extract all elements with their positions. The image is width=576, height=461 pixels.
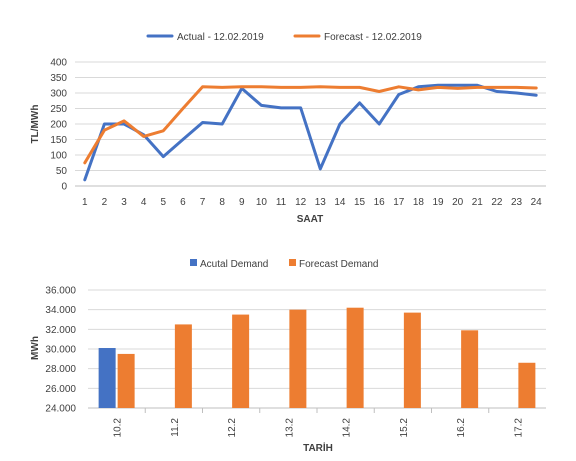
line-chart-x-tick-label: 23 <box>511 197 523 208</box>
line-chart-x-tick-label: 22 <box>491 197 503 208</box>
bar-chart-y-tick-label: 30.000 <box>45 345 76 356</box>
line-chart-x-tick-label: 7 <box>200 197 206 208</box>
line-chart-x-tick-label: 6 <box>180 197 186 208</box>
line-chart-x-tick-label: 2 <box>102 197 108 208</box>
bar-chart-x-tick-label: 13.2 <box>284 418 295 438</box>
forecast-demand-bar <box>518 362 536 408</box>
bar-chart-x-tick-label: 15.2 <box>399 418 410 438</box>
line-chart-x-tick-label: 13 <box>315 197 327 208</box>
forecast-demand-bar <box>403 312 421 408</box>
line-chart-gridlines <box>75 61 546 187</box>
line-chart-y-tick-label: 200 <box>50 120 67 131</box>
bar-chart-x-tick-label: 14.2 <box>342 418 353 438</box>
bar-chart-y-tick-label: 28.000 <box>45 364 76 375</box>
line-chart-x-tick-label: 3 <box>121 197 127 208</box>
bar-chart-x-tick-label: 11.2 <box>170 418 181 437</box>
bar-chart-legend: Acutal Demand Forecast Demand <box>190 259 378 270</box>
line-chart-x-tick-label: 20 <box>452 197 464 208</box>
line-chart-x-tick-label: 5 <box>161 197 167 208</box>
line-chart-x-tick-label: 19 <box>433 197 445 208</box>
actual-series-line <box>83 83 538 182</box>
line-chart-x-tick-label: 18 <box>413 197 425 208</box>
bar-chart-y-ticks: 24.000 26.000 28.000 30.000 32.000 34.000 36.0… <box>45 286 76 415</box>
line-chart: Actual - 12.02.2019 Forecast - 12.02.201… <box>30 32 546 225</box>
line-chart-x-tick-label: 1 <box>82 197 88 208</box>
forecast-demand-bar <box>289 309 307 408</box>
line-chart-x-tick-label: 11 <box>276 197 287 208</box>
line-chart-x-ticks: 1 2 3 4 5 6 7 8 9 10 11 12 13 14 15 16 17 18 19 20 21 22 23 24 <box>82 197 542 208</box>
bar-chart-y-tick-label: 26.000 <box>45 384 76 395</box>
line-chart-x-axis-title: SAAT <box>297 214 323 225</box>
bar-chart-x-tick-label: 17.2 <box>513 418 524 438</box>
legend-swatch-forecast-demand <box>289 259 296 266</box>
line-chart-x-tick-label: 14 <box>334 197 346 208</box>
bar-chart-x-ticks: 10.2 11.2 12.2 13.2 14.2 15.2 16.2 17.2 <box>113 418 525 438</box>
line-chart-x-tick-label: 12 <box>295 197 307 208</box>
bar-chart-y-axis-title: MWh <box>30 336 41 360</box>
legend-label-actual-demand: Acutal Demand <box>200 259 268 270</box>
forecast-demand-bar <box>174 324 192 408</box>
legend-label-forecast: Forecast - 12.02.2019 <box>324 32 422 43</box>
line-chart-x-tick-label: 16 <box>374 197 386 208</box>
line-chart-y-tick-label: 0 <box>61 182 67 193</box>
legend-swatch-actual-demand <box>190 259 197 266</box>
bar-chart-x-axis-title: TARİH <box>303 441 333 454</box>
line-chart-y-ticks: 0 50 100 150 200 250 300 350 400 <box>50 58 67 193</box>
forecast-demand-bar <box>346 307 364 408</box>
line-chart-x-tick-label: 21 <box>472 197 484 208</box>
bar-chart-y-tick-label: 32.000 <box>45 325 76 336</box>
bar-chart-y-tick-label: 34.000 <box>45 305 76 316</box>
line-chart-x-tick-label: 8 <box>219 197 225 208</box>
line-chart-legend: Actual - 12.02.2019 Forecast - 12.02.201… <box>146 32 422 43</box>
line-chart-y-tick-label: 100 <box>50 151 67 162</box>
forecast-demand-bar <box>117 353 135 408</box>
bar-chart-y-tick-label: 36.000 <box>45 286 76 297</box>
forecast-series-line <box>83 85 538 165</box>
line-chart-y-tick-label: 250 <box>50 104 67 115</box>
line-chart-y-tick-label: 150 <box>50 135 67 146</box>
bar-chart-y-tick-label: 24.000 <box>45 404 76 415</box>
bar-chart-bars <box>98 307 536 408</box>
forecast-demand-bar <box>461 330 479 408</box>
line-chart-x-tick-label: 4 <box>141 197 147 208</box>
bar-chart-x-tick-label: 16.2 <box>456 418 467 438</box>
line-chart-y-axis-title: TL/MWh <box>30 105 41 144</box>
line-chart-x-tick-label: 17 <box>393 197 405 208</box>
legend-label-actual: Actual - 12.02.2019 <box>177 32 264 43</box>
line-chart-x-tick-label: 15 <box>354 197 366 208</box>
bar-chart-x-tick-label: 10.2 <box>113 418 124 438</box>
line-chart-y-tick-label: 350 <box>50 73 67 84</box>
actual-demand-bar <box>98 348 116 408</box>
line-chart-x-tick-label: 9 <box>239 197 245 208</box>
line-chart-x-tick-label: 10 <box>256 197 268 208</box>
line-chart-x-tick-label: 24 <box>531 197 543 208</box>
forecast-demand-bar <box>232 314 250 408</box>
line-chart-y-tick-label: 300 <box>50 89 67 100</box>
line-chart-y-tick-label: 400 <box>50 58 67 69</box>
legend-label-forecast-demand: Forecast Demand <box>299 259 378 270</box>
line-chart-y-tick-label: 50 <box>56 166 68 177</box>
bar-chart-x-tick-label: 12.2 <box>227 418 238 438</box>
bar-chart: Acutal Demand Forecast Demand 24.000 26.0… <box>30 259 546 454</box>
line-chart-series <box>83 83 538 182</box>
